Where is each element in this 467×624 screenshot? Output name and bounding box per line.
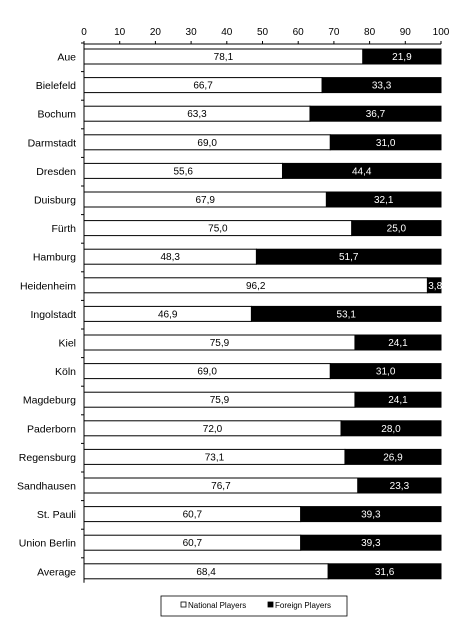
bar-foreign	[362, 48, 442, 65]
value-label-foreign: 44,4	[352, 166, 372, 177]
value-label-foreign: 53,1	[336, 309, 356, 320]
value-label-foreign: 51,7	[339, 252, 359, 263]
category-label: Heidenheim	[20, 280, 76, 292]
bar-foreign	[426, 277, 442, 294]
value-label-foreign: 31,0	[376, 367, 396, 378]
x-axis: 0 10 20 30 40 50 60 70 80 90 100	[81, 27, 450, 583]
value-label-national: 46,9	[158, 309, 178, 320]
value-label-foreign: 32,1	[374, 195, 394, 206]
bar-foreign	[354, 391, 442, 408]
value-label-national: 75,9	[210, 338, 230, 349]
value-label-national: 67,9	[195, 195, 215, 206]
category-label: St. Pauli	[37, 509, 76, 521]
category-labels: Aue Bielefeld Bochum Darmstadt Dresden Duisbu…	[17, 52, 76, 579]
bar-foreign	[300, 534, 442, 551]
value-label-foreign: 23,3	[390, 481, 410, 492]
bar-foreign	[300, 506, 442, 523]
category-label: Paderborn	[27, 423, 76, 435]
value-label-foreign: 31,0	[376, 138, 396, 149]
value-label-national: 63,3	[187, 109, 207, 120]
value-label-foreign: 26,9	[383, 452, 403, 463]
value-label-national: 76,7	[211, 481, 231, 492]
legend-swatch-foreign	[267, 601, 274, 608]
value-label-foreign: 3,8	[428, 281, 442, 292]
category-label: Magdeburg	[23, 395, 76, 407]
category-label: Duisburg	[34, 195, 76, 207]
value-label-national: 69,0	[197, 138, 217, 149]
category-label: Kiel	[58, 338, 76, 350]
value-label-foreign: 39,3	[361, 538, 381, 549]
value-label-national: 73,1	[205, 452, 225, 463]
legend-label-national: National Players	[188, 601, 246, 610]
bar-foreign	[281, 162, 442, 179]
bar-foreign	[329, 134, 442, 151]
value-label-foreign: 39,3	[361, 510, 381, 521]
bar-foreign	[321, 77, 442, 94]
category-label: Fürth	[51, 223, 76, 235]
category-label: Aue	[57, 52, 76, 64]
x-tick-label: 50	[257, 27, 269, 38]
value-label-national: 72,0	[203, 424, 223, 435]
bar-foreign	[351, 220, 442, 237]
bar-foreign	[250, 305, 442, 322]
category-label: Darmstadt	[28, 137, 77, 149]
bar-foreign	[309, 105, 442, 122]
x-tick-label: 40	[221, 27, 233, 38]
value-label-national: 55,6	[174, 166, 194, 177]
value-label-foreign: 31,6	[375, 567, 395, 578]
legend-label-foreign: Foreign Players	[275, 601, 331, 610]
value-label-national: 96,2	[246, 281, 266, 292]
category-label: Union Berlin	[19, 538, 76, 550]
bar-foreign	[325, 191, 442, 208]
x-tick-label: 80	[364, 27, 376, 38]
x-tick-label: 20	[150, 27, 162, 38]
x-tick-label: 70	[328, 27, 340, 38]
bar-foreign	[357, 477, 442, 494]
category-label: Sandhausen	[17, 481, 76, 493]
value-label-foreign: 33,3	[372, 81, 392, 92]
category-label: Average	[37, 566, 76, 578]
bar-foreign	[327, 563, 442, 580]
legend-box	[160, 595, 348, 617]
value-label-national: 69,0	[197, 367, 217, 378]
legend: National Players Foreign Players	[160, 595, 348, 617]
value-label-national: 60,7	[183, 510, 203, 521]
value-label-national: 68,4	[196, 567, 216, 578]
category-label: Ingolstadt	[30, 309, 76, 321]
value-label-national: 60,7	[183, 538, 203, 549]
value-label-foreign: 24,1	[388, 338, 408, 349]
legend-swatch-national	[180, 601, 187, 608]
x-tick-label: 10	[114, 27, 126, 38]
bar-foreign	[354, 334, 442, 351]
value-label-foreign: 24,1	[388, 395, 408, 406]
x-tick-label: 0	[81, 27, 87, 38]
x-tick-label: 100	[433, 27, 450, 38]
value-label-foreign: 25,0	[387, 224, 407, 235]
value-label-national: 66,7	[193, 81, 213, 92]
value-label-foreign: 21,9	[392, 52, 412, 63]
value-label-foreign: 36,7	[366, 109, 386, 120]
category-label: Bielefeld	[36, 80, 76, 92]
value-label-foreign: 28,0	[381, 424, 401, 435]
value-label-national: 78,1	[214, 52, 234, 63]
category-label: Hamburg	[33, 252, 76, 264]
value-label-national: 75,0	[208, 224, 228, 235]
bar-foreign	[344, 448, 442, 465]
value-label-national: 75,9	[210, 395, 230, 406]
category-label: Bochum	[37, 109, 76, 121]
bar-foreign	[329, 363, 442, 380]
x-tick-label: 90	[400, 27, 412, 38]
category-label: Regensburg	[19, 452, 76, 464]
x-tick-label: 60	[293, 27, 305, 38]
category-label: Dresden	[36, 166, 76, 178]
bar-foreign	[340, 420, 442, 437]
bar-foreign	[255, 248, 442, 265]
value-label-national: 48,3	[160, 252, 180, 263]
category-label: Köln	[55, 366, 76, 378]
bars: 78,1 21,9 66,7 33,3 63,3 36,7 69,0 31,0 55,6 44,4…	[83, 48, 443, 580]
x-tick-label: 30	[186, 27, 198, 38]
